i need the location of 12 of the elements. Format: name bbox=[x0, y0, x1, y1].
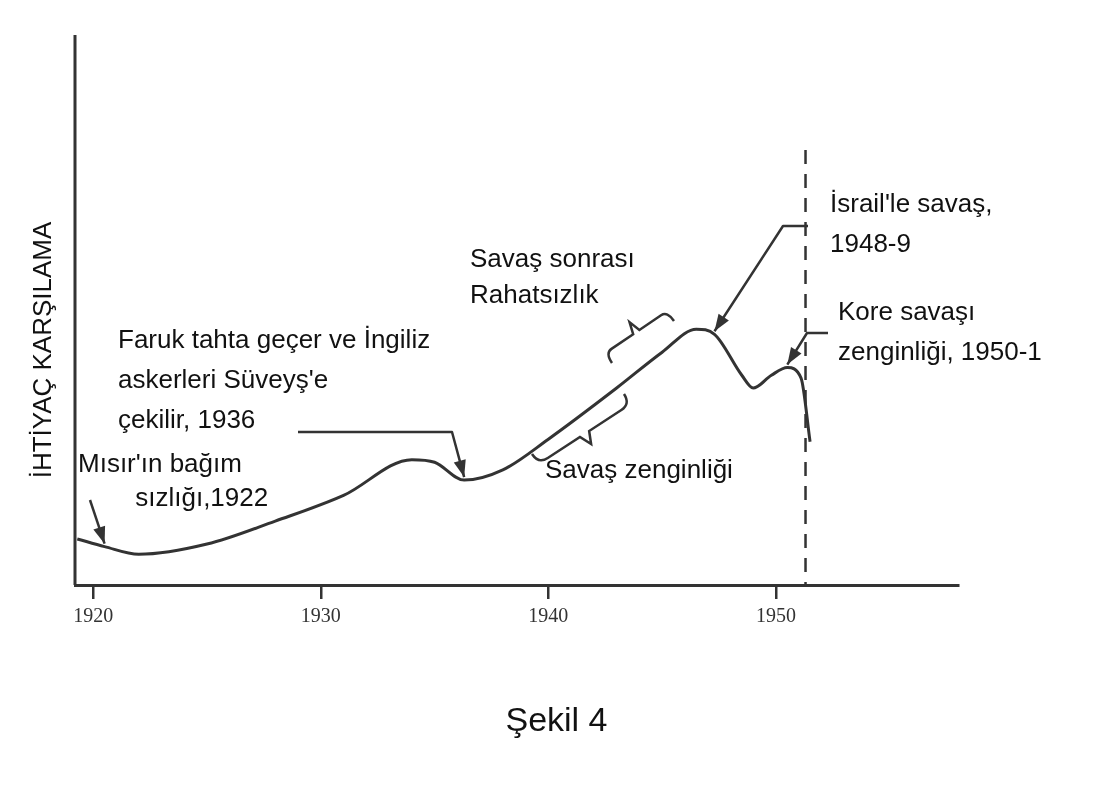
x-tick-label: 1930 bbox=[300, 604, 341, 627]
annotation: İsrail'le savaş, 1948-9 bbox=[830, 188, 993, 259]
text: Şekil 4 bbox=[504, 700, 609, 739]
x-tick-label: 1950 bbox=[755, 604, 796, 627]
annotation: Mısır'ın bağım sızlığı,1922 bbox=[78, 448, 269, 513]
x-tick-label: 1920 bbox=[73, 604, 114, 627]
annotation: Faruk tahta geçer ve İngiliz askerleri Süveyş'e çekilir, 1936 bbox=[118, 324, 431, 435]
text: Savaş sonrası Rahatsızlık bbox=[470, 243, 635, 310]
y-axis-title: İHTİYAÇ KARŞILAMA bbox=[27, 221, 58, 479]
annotation: Savaş zenginliği bbox=[545, 454, 733, 485]
annotation: Kore savaşı zenginliği, 1950-1 bbox=[838, 296, 1042, 367]
x-tick-label: 1940 bbox=[528, 604, 569, 627]
